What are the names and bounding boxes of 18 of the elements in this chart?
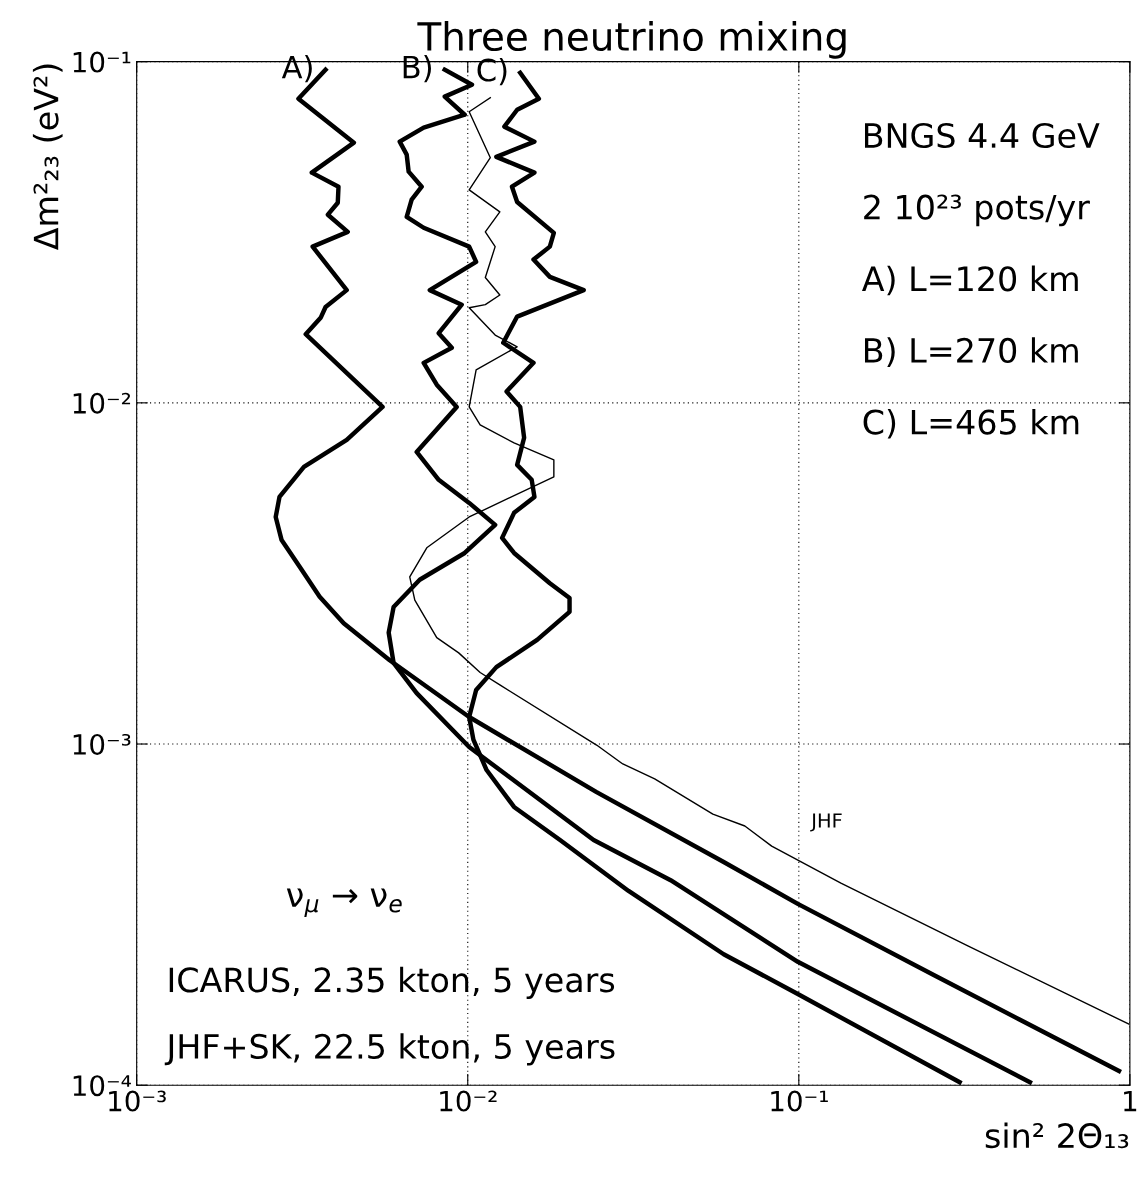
annotation: C) L=465 km xyxy=(863,408,1079,439)
annotation: ν$_{μ}$ → ν$_{e}$ xyxy=(286,888,402,917)
annotation: BNGS 4.4 GeV xyxy=(864,122,1100,149)
annotation: JHF+SK, 22.5 kton, 5 years xyxy=(164,1033,615,1066)
x-tick-label: 1 xyxy=(1124,1090,1137,1112)
annotation: A) L=120 km xyxy=(861,265,1078,296)
series-label: A) xyxy=(281,54,312,83)
series-label: JHF xyxy=(810,813,842,832)
y-axis-title: Δm²₂₃ (eV²) xyxy=(32,64,63,251)
annotation: ICARUS, 2.35 kton, 5 years xyxy=(169,966,615,999)
y-tick-label: 10⁻³ xyxy=(73,733,131,755)
y-tick-label: 10⁻¹ xyxy=(73,51,131,73)
y-tick-label: 10⁻² xyxy=(73,392,131,414)
annotation: B) L=270 km xyxy=(864,337,1078,367)
x-axis-title: sin² 2Θ₁₃ xyxy=(985,1122,1129,1149)
x-tick-label: 10⁻² xyxy=(440,1090,497,1112)
x-tick-label: 10⁻¹ xyxy=(771,1090,828,1112)
annotation: 2 10²³ pots/yr xyxy=(864,194,1090,227)
